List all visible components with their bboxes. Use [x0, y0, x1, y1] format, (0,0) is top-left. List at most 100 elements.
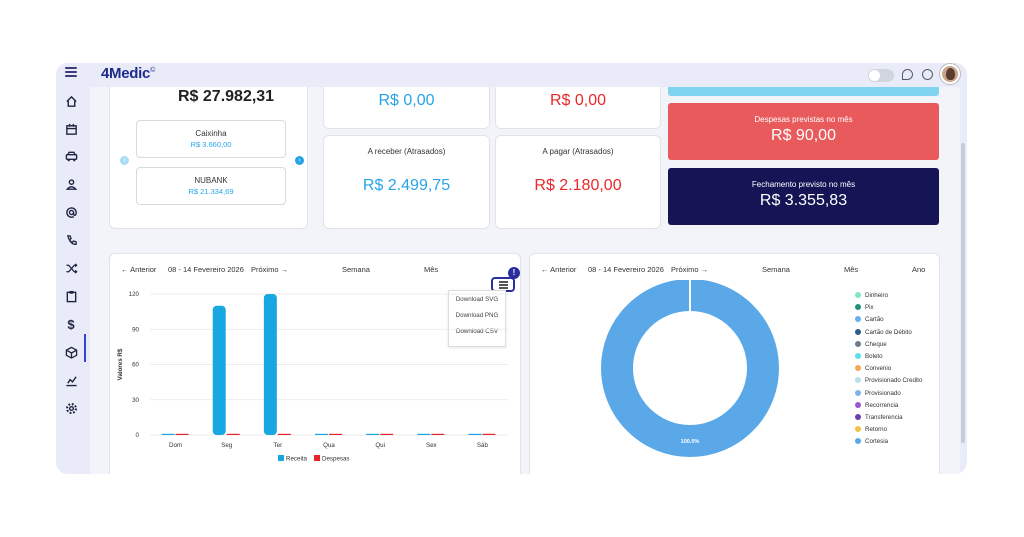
- tab-month[interactable]: Mês: [844, 265, 859, 274]
- next-account-icon[interactable]: ›: [295, 156, 304, 165]
- donut-slice-cortesia[interactable]: [601, 280, 779, 457]
- shuffle-icon[interactable]: [64, 262, 78, 276]
- receivable-overdue-card: A receber (Atrasados) R$ 2.499,75: [323, 135, 490, 229]
- prev-period-button[interactable]: ← Anterior: [541, 265, 577, 274]
- y-tick-label: 0: [136, 432, 140, 439]
- next-period-button[interactable]: Próximo →: [671, 265, 709, 274]
- legend-dot: [855, 377, 861, 384]
- legend-item[interactable]: Cheque: [855, 340, 887, 348]
- tab-week[interactable]: Semana: [762, 265, 790, 274]
- legend-dot: [855, 389, 861, 396]
- received-card: R$ 0,00: [323, 87, 490, 129]
- bar-despesas-sáb[interactable]: [482, 433, 496, 435]
- y-tick-label: 60: [132, 362, 139, 369]
- app-logo[interactable]: 4Medic©: [101, 65, 155, 82]
- top-bar: 4Medic©: [56, 63, 967, 87]
- bar-despesas-dom[interactable]: [175, 433, 189, 435]
- y-tick-label: 90: [132, 326, 139, 333]
- expected-closing-card: Fechamento previsto no mês R$ 3.355,83: [668, 168, 939, 225]
- expected-expenses-value: R$ 90,00: [771, 127, 836, 144]
- phone-icon[interactable]: [64, 234, 78, 248]
- tab-year[interactable]: Ano: [912, 265, 926, 274]
- legend-item[interactable]: Cartão: [855, 316, 884, 323]
- calendar-icon[interactable]: [64, 123, 78, 137]
- app-window: 4Medic© $: [56, 63, 967, 474]
- settings-icon[interactable]: [64, 402, 78, 416]
- legend-item[interactable]: Recorrencia: [855, 401, 898, 409]
- legend-item[interactable]: Cortesia: [855, 438, 888, 445]
- bar-chart-panel: ← Anterior 08 - 14 Fevereiro 2026 Próxim…: [109, 253, 521, 474]
- dollar-icon[interactable]: $: [67, 317, 75, 332]
- menu-icon[interactable]: [65, 67, 77, 79]
- bar-despesas-qua[interactable]: [329, 433, 342, 435]
- prev-period-button[interactable]: ← Anterior: [121, 265, 157, 274]
- legend-dot: [855, 401, 861, 408]
- bar-despesas-ter[interactable]: [277, 433, 291, 435]
- chart-icon[interactable]: [64, 374, 78, 388]
- x-tick-label: Dom: [169, 442, 182, 449]
- legend-dot: [855, 365, 861, 372]
- car-icon[interactable]: [64, 150, 78, 164]
- bar-receita-qua[interactable]: [315, 433, 328, 435]
- at-sign-icon[interactable]: [64, 206, 78, 220]
- legend-item[interactable]: Cartão de Débito: [855, 328, 912, 336]
- help-icon[interactable]: [922, 69, 933, 80]
- bar-despesas-seg[interactable]: [226, 433, 240, 435]
- tab-week[interactable]: Semana: [342, 265, 370, 274]
- legend-item[interactable]: Transferencia: [855, 414, 903, 421]
- user-icon[interactable]: [64, 178, 78, 192]
- bar-despesas-qui[interactable]: [380, 433, 394, 435]
- x-tick-label: Sex: [426, 442, 438, 449]
- bar-receita-dom[interactable]: [161, 433, 175, 435]
- bar-despesas-sex[interactable]: [431, 433, 445, 435]
- scrollbar[interactable]: [961, 143, 965, 443]
- x-tick-label: Ter: [274, 442, 283, 449]
- legend-item[interactable]: Provisionado: [855, 389, 901, 397]
- x-tick-label: Qui: [375, 442, 385, 449]
- download-png-option[interactable]: Download PNG: [455, 312, 499, 319]
- period-range: 08 - 14 Fevereiro 2026: [588, 265, 664, 274]
- bar-receita-sáb[interactable]: [468, 433, 482, 435]
- balance-card: R$ 27.982,31 Caixinha R$ 3.660,00 NUBANK…: [109, 87, 308, 229]
- legend-swatch: [314, 455, 320, 461]
- legend-item[interactable]: Dinheiro: [855, 292, 888, 299]
- bar-receita-ter[interactable]: [263, 294, 277, 435]
- legend-label[interactable]: Receita: [286, 456, 308, 463]
- legend-item[interactable]: Provisionado Credito: [855, 377, 922, 384]
- chat-icon[interactable]: [902, 69, 913, 80]
- box-icon[interactable]: [64, 346, 78, 360]
- legend-label: Retorno: [865, 426, 888, 434]
- bar-receita-sex[interactable]: [417, 433, 431, 435]
- next-period-button[interactable]: Próximo →: [251, 265, 289, 274]
- account-value: R$ 21.334,69: [188, 187, 234, 196]
- legend-label[interactable]: Despesas: [322, 456, 350, 463]
- bar-receita-seg[interactable]: [212, 305, 226, 435]
- clipboard-icon[interactable]: [64, 290, 78, 304]
- legend-label: Cartão de Débito: [865, 328, 912, 336]
- legend-item[interactable]: Pix: [855, 304, 874, 311]
- user-avatar[interactable]: [940, 64, 960, 84]
- account-card-nubank[interactable]: NUBANK R$ 21.334,69: [136, 167, 286, 205]
- period-range: 08 - 14 Fevereiro 2026: [168, 265, 244, 274]
- legend-label: Cheque: [865, 340, 887, 348]
- tab-month[interactable]: Mês: [424, 265, 439, 274]
- x-tick-label: Sáb: [477, 442, 489, 449]
- sidebar: $: [56, 87, 90, 474]
- bar-receita-qui[interactable]: [366, 433, 380, 435]
- download-svg-option[interactable]: Download SVG: [455, 296, 499, 303]
- home-icon[interactable]: [64, 95, 78, 109]
- legend-item[interactable]: Convenio: [855, 365, 891, 372]
- download-csv-option[interactable]: Download CSV: [456, 328, 498, 335]
- legend-dot: [855, 328, 861, 335]
- legend-label: Transferencia: [865, 414, 903, 421]
- legend-item[interactable]: Retorno: [855, 426, 887, 433]
- account-card-caixinha[interactable]: Caixinha R$ 3.660,00: [136, 120, 286, 158]
- payable-overdue-label: A pagar (Atrasados): [542, 147, 614, 156]
- theme-toggle[interactable]: [868, 69, 894, 82]
- paid-value: R$ 0,00: [549, 92, 607, 109]
- legend-label: Provisionado Credito: [865, 377, 923, 385]
- prev-account-icon[interactable]: ‹: [120, 156, 129, 165]
- legend-item[interactable]: Boleto: [855, 353, 883, 360]
- legend-dot: [855, 304, 861, 311]
- legend-dot: [855, 426, 861, 433]
